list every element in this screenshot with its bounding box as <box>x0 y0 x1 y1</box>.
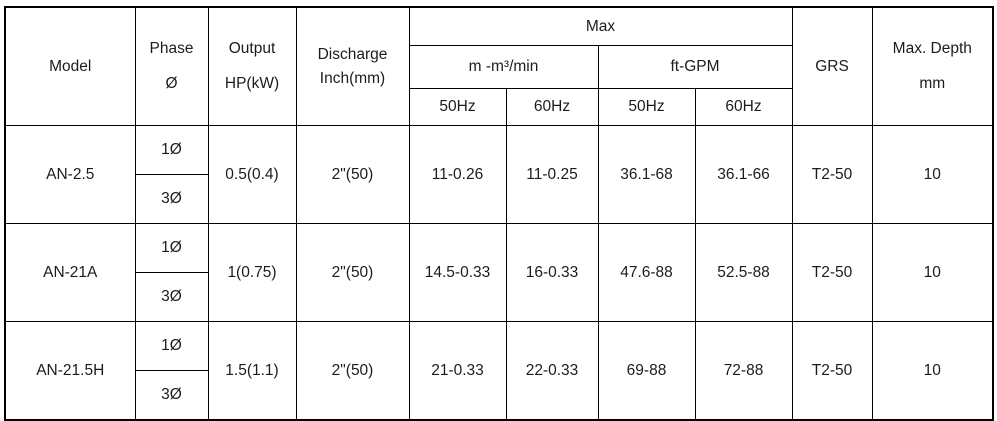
cell-m-60hz: 11-0.25 <box>505 125 599 224</box>
col-header-ft-50hz: 50Hz <box>597 88 696 126</box>
cell-phase-single: 1Ø <box>134 223 209 273</box>
cell-max-depth: 10 <box>871 125 994 224</box>
cell-m-50hz: 21-0.33 <box>408 321 507 421</box>
header-row-frequencies: 50Hz 60Hz 50Hz 60Hz <box>5 88 993 126</box>
table-row: 3Ø <box>5 174 993 224</box>
cell-discharge: 2"(50) <box>295 223 410 322</box>
col-header-model: Model <box>4 6 136 126</box>
cell-ft-60hz: 36.1-66 <box>694 125 793 224</box>
cell-grs: T2-50 <box>791 125 873 224</box>
col-header-output-line2: HP(kW) <box>224 74 280 92</box>
table-row: AN-21.5H 1Ø 1.5(1.1) 2"(50) 21-0.33 22-0… <box>4 321 994 421</box>
col-header-m-50hz: 50Hz <box>408 88 507 126</box>
cell-max-depth: 10 <box>871 223 994 322</box>
cell-ft-50hz: 47.6-88 <box>597 223 696 322</box>
col-header-ft-60hz: 60Hz <box>694 88 793 126</box>
table-row: AN-21A 1Ø 1(0.75) 2"(50) 14.5-0.33 16-0.… <box>4 223 994 322</box>
cell-grs: T2-50 <box>791 321 873 421</box>
cell-ft-50hz: 36.1-68 <box>597 125 696 224</box>
cell-phase-three: 3Ø <box>134 370 209 421</box>
cell-max-depth: 10 <box>871 321 994 421</box>
cell-m-60hz: 16-0.33 <box>505 223 599 322</box>
cell-phase-three: 3Ø <box>134 272 209 322</box>
col-header-discharge-line2: Inch(mm) <box>319 69 386 87</box>
cell-ft-60hz: 72-88 <box>694 321 793 421</box>
cell-discharge: 2"(50) <box>295 125 410 224</box>
cell-model: AN-21.5H <box>4 321 136 421</box>
cell-output: 1.5(1.1) <box>207 321 297 421</box>
pump-spec-table: Model Phase Ø Output HP(kW) Discharge In… <box>4 6 995 421</box>
col-header-discharge-line1: Discharge <box>317 46 388 64</box>
cell-output: 1(0.75) <box>207 223 297 322</box>
col-header-max-depth-line2: mm <box>919 74 946 92</box>
col-header-phase-line1: Phase <box>149 39 194 57</box>
cell-model: AN-21A <box>4 223 136 322</box>
table-row: 3Ø <box>5 272 993 322</box>
cell-discharge: 2"(50) <box>295 321 410 421</box>
col-header-max-depth: Max. Depth mm <box>871 6 994 126</box>
table-row: 3Ø <box>5 370 993 421</box>
col-header-m-per-min: m -m³/min <box>408 45 599 89</box>
cell-m-60hz: 22-0.33 <box>505 321 599 421</box>
cell-ft-60hz: 52.5-88 <box>694 223 793 322</box>
col-header-m-60hz: 60Hz <box>505 88 599 126</box>
cell-output: 0.5(0.4) <box>207 125 297 224</box>
col-header-grs: GRS <box>791 6 873 126</box>
cell-phase-single: 1Ø <box>134 125 209 175</box>
header-row-units: m -m³/min ft-GPM <box>5 45 993 89</box>
col-header-discharge: Discharge Inch(mm) <box>295 6 410 126</box>
cell-model: AN-2.5 <box>4 125 136 224</box>
cell-m-50hz: 11-0.26 <box>408 125 507 224</box>
table-row: AN-2.5 1Ø 0.5(0.4) 2"(50) 11-0.26 11-0.2… <box>4 125 994 224</box>
cell-phase-single: 1Ø <box>134 321 209 371</box>
col-header-max-group: Max <box>408 6 793 46</box>
cell-m-50hz: 14.5-0.33 <box>408 223 507 322</box>
cell-phase-three: 3Ø <box>134 174 209 224</box>
col-header-phase: Phase Ø <box>134 6 209 126</box>
col-header-ft-gpm: ft-GPM <box>597 45 793 89</box>
cell-ft-50hz: 69-88 <box>597 321 696 421</box>
col-header-output-line1: Output <box>228 39 276 57</box>
col-header-output: Output HP(kW) <box>207 6 297 126</box>
col-header-phase-line2: Ø <box>165 74 178 92</box>
col-header-max-depth-line1: Max. Depth <box>892 39 972 57</box>
cell-grs: T2-50 <box>791 223 873 322</box>
header-row-max: Model Phase Ø Output HP(kW) Discharge In… <box>4 6 994 126</box>
